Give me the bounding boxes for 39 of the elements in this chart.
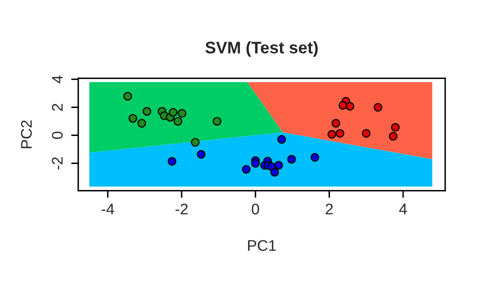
chart-title: SVM (Test set) — [205, 41, 318, 57]
point — [168, 156, 176, 166]
point — [346, 102, 354, 111]
point — [388, 132, 398, 141]
x-tick-label: -2 — [175, 204, 188, 214]
point — [332, 118, 340, 128]
point — [327, 130, 336, 139]
y-tick-label: -2 — [52, 157, 63, 170]
point — [212, 116, 222, 126]
point — [287, 154, 296, 164]
point — [168, 108, 178, 117]
point — [310, 152, 320, 162]
y-tick-label: 4 — [52, 75, 63, 84]
point — [123, 92, 132, 101]
x-tick-label: -4 — [102, 204, 114, 214]
point — [128, 114, 138, 123]
y-axis-title: PC2 — [21, 120, 32, 148]
point — [137, 118, 146, 128]
x-tick-label: 0 — [252, 204, 260, 214]
x-tick-label: 2 — [326, 204, 333, 214]
point — [362, 128, 371, 138]
point — [274, 160, 284, 170]
point — [270, 168, 279, 177]
point — [251, 158, 260, 168]
point — [338, 100, 348, 110]
point — [174, 116, 182, 126]
y-tick-label: 2 — [52, 104, 63, 111]
point — [190, 138, 200, 147]
point — [242, 164, 251, 174]
point — [196, 150, 206, 159]
point — [336, 128, 344, 138]
x-tick-label: 4 — [399, 204, 407, 214]
point — [390, 122, 400, 132]
point — [374, 102, 382, 112]
y-tick-label: 0 — [52, 132, 63, 139]
point — [142, 107, 152, 116]
point — [178, 108, 186, 118]
point — [277, 135, 286, 144]
x-axis-title: PC1 — [248, 240, 276, 251]
